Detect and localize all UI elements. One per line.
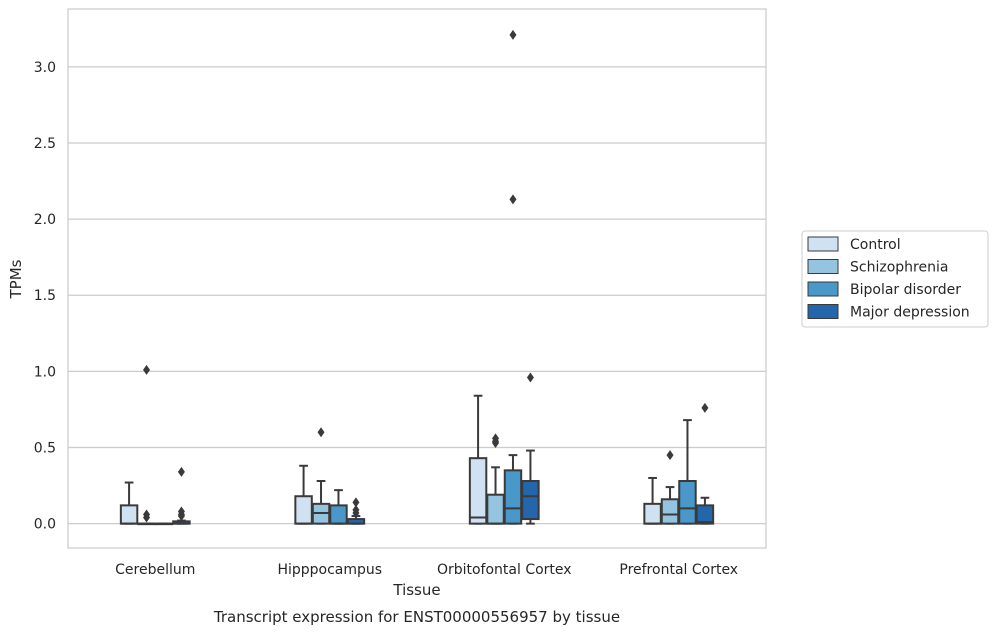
box-iqr	[643, 502, 662, 525]
legend-item-schizophrenia: Schizophrenia	[807, 259, 948, 276]
plot-area	[119, 29, 715, 526]
outlier-point	[177, 511, 185, 522]
chart-title: Transcript expression for ENST0000055695…	[213, 608, 620, 626]
box-bipolar-disorder-orbitofontal-cortex	[503, 29, 523, 525]
outlier-point	[352, 507, 360, 518]
plot-frame	[67, 8, 767, 549]
box-control-orbitofontal-cortex	[468, 394, 488, 525]
legend: Control Schizophrenia Bipolar disorder Majo…	[801, 230, 989, 328]
x-tick-label: Orbitofontal Cortex	[437, 562, 572, 578]
y-tick-label: 2.0	[34, 212, 56, 228]
outlier-point	[143, 364, 151, 375]
box-major-depression-prefrontal-cortex	[695, 402, 715, 525]
y-tick-label: 1.0	[34, 364, 56, 380]
outlier-point	[317, 427, 325, 438]
outlier-point	[177, 466, 185, 477]
box-iqr	[294, 495, 313, 525]
box-major-depression-orbitofontal-cortex	[521, 372, 540, 525]
box-control-prefrontal-cortex	[643, 476, 662, 525]
box-schizophrenia-prefrontal-cortex	[660, 450, 680, 525]
x-tick-label: Hipppocampus	[277, 562, 382, 578]
y-tick-labels: 0.0 0.5 1.0 1.5 2.0 2.5 3.0	[34, 60, 56, 533]
y-tick-label: 0.5	[34, 441, 56, 457]
box-iqr	[660, 498, 680, 525]
legend-swatch	[807, 236, 839, 252]
box-schizophrenia-cerebellum	[137, 364, 156, 526]
box-control-cerebellum	[119, 481, 139, 525]
outlier-point	[509, 29, 517, 40]
y-tick-label: 2.5	[34, 136, 56, 152]
outlier-point	[492, 437, 500, 448]
legend-item-bipolar-disorder: Bipolar disorder	[807, 281, 961, 298]
box-bipolar-disorder-hipppocampus	[329, 489, 348, 525]
legend-label: Schizophrenia	[850, 260, 948, 276]
x-tick-label: Prefrontal Cortex	[619, 562, 738, 578]
outlier-point	[509, 194, 517, 205]
box-major-depression-hipppocampus	[346, 497, 366, 525]
box-major-depression-cerebellum	[172, 466, 191, 525]
legend-label: Major depression	[850, 305, 970, 321]
box-bipolar-disorder-cerebellum	[154, 522, 174, 526]
box-bipolar-disorder-prefrontal-cortex	[678, 419, 697, 525]
outlier-point	[143, 512, 151, 523]
y-gridlines	[68, 66, 766, 525]
legend-swatch	[807, 281, 839, 297]
outlier-point	[701, 402, 709, 413]
box-control-hipppocampus	[294, 464, 313, 525]
x-tick-labels: Cerebellum Hipppocampus Orbitofontal Corte…	[115, 562, 738, 578]
box-iqr	[119, 504, 139, 525]
x-axis-label: Tissue	[392, 581, 440, 599]
box-iqr	[468, 457, 488, 525]
outlier-point	[666, 450, 674, 461]
box-iqr	[486, 493, 505, 525]
box-iqr	[695, 504, 715, 525]
box-iqr	[678, 480, 697, 525]
y-axis-label: TPMs	[7, 259, 25, 299]
y-tick-label: 3.0	[34, 60, 56, 76]
legend-frame	[801, 230, 989, 328]
outlier-point	[352, 497, 360, 508]
box-schizophrenia-orbitofontal-cortex	[486, 433, 505, 525]
legend-swatch	[807, 304, 839, 319]
legend-label: Control	[850, 237, 901, 253]
outlier-point	[526, 372, 534, 383]
x-tick-label: Cerebellum	[115, 562, 195, 578]
legend-swatch	[807, 259, 839, 274]
box-iqr	[503, 469, 523, 525]
legend-item-major-depression: Major depression	[807, 304, 970, 321]
y-tick-label: 0.0	[34, 517, 56, 533]
legend-item-control: Control	[807, 236, 901, 253]
box-schizophrenia-hipppocampus	[311, 427, 331, 525]
box-iqr	[521, 480, 540, 521]
legend-label: Bipolar disorder	[850, 282, 961, 298]
box-iqr	[329, 504, 348, 525]
y-tick-label: 1.5	[34, 288, 56, 304]
